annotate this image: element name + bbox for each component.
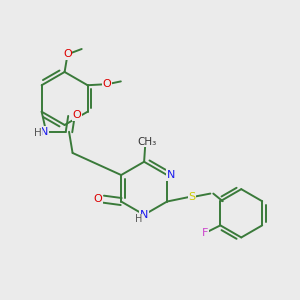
Text: O: O bbox=[63, 49, 72, 59]
Text: O: O bbox=[102, 79, 111, 89]
Text: S: S bbox=[188, 192, 196, 202]
Text: N: N bbox=[140, 210, 148, 220]
Text: F: F bbox=[202, 228, 208, 238]
Text: O: O bbox=[72, 110, 81, 120]
Text: H: H bbox=[34, 128, 41, 138]
Text: N: N bbox=[40, 127, 48, 137]
Text: O: O bbox=[93, 194, 102, 204]
Text: N: N bbox=[167, 170, 176, 180]
Text: H: H bbox=[135, 214, 142, 224]
Text: CH₃: CH₃ bbox=[137, 137, 156, 147]
